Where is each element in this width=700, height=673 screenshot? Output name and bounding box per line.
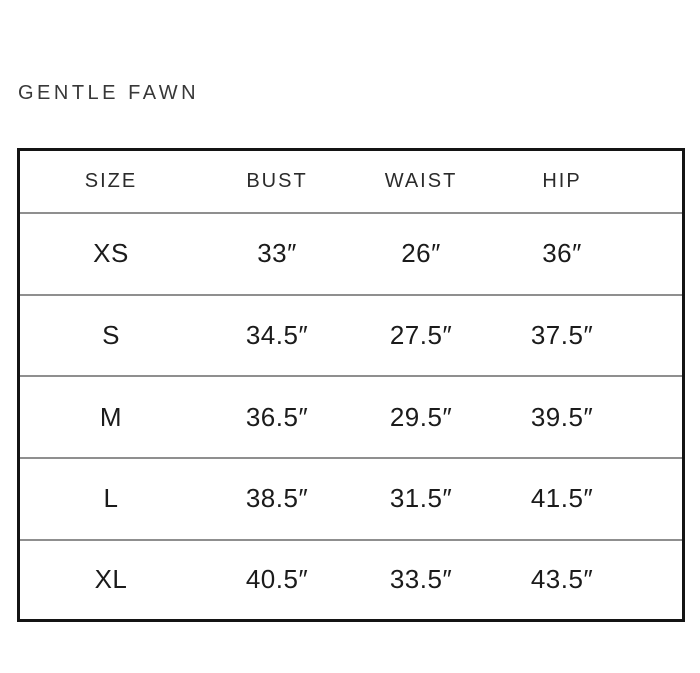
bust-value: 38.5″: [202, 458, 352, 541]
column-header-waist: WAIST: [352, 151, 490, 214]
bust-value: 36.5″: [202, 376, 352, 460]
waist-value: 31.5″: [352, 458, 490, 541]
waist-value: 26″: [352, 213, 490, 296]
size-value: S: [20, 294, 202, 378]
table-row-xs: XS 33″ 26″ 36″: [20, 213, 682, 296]
size-chart-table: SIZE BUST WAIST HIP XS 33″ 26″ 36″ S 34.…: [20, 151, 682, 619]
hip-value: 43.5″: [530, 564, 594, 595]
table-row-xl: XL 40.5″ 33.5″ 43.5″: [20, 540, 682, 619]
size-value: M: [20, 376, 202, 460]
size-value: L: [20, 458, 202, 541]
waist-value: 27.5″: [352, 294, 490, 378]
hip-value: 37.5″: [490, 294, 682, 378]
column-header-size: SIZE: [20, 151, 202, 214]
hip-value: 41.5″: [490, 458, 682, 541]
header-row: SIZE BUST WAIST HIP: [20, 151, 682, 214]
table-row-m: M 36.5″ 29.5″ 39.5″: [20, 376, 682, 460]
brand-title: GENTLE FAWN: [18, 82, 200, 104]
hip-value: 39.5″: [490, 376, 682, 460]
table-row-s: S 34.5″ 27.5″ 37.5″: [20, 294, 682, 378]
bust-value: 40.5″: [245, 564, 309, 595]
bust-value: 34.5″: [202, 294, 352, 378]
size-value: XS: [20, 213, 202, 296]
bust-value: 33″: [202, 213, 352, 296]
size-chart-frame: SIZE BUST WAIST HIP XS 33″ 26″ 36″ S 34.…: [17, 148, 685, 622]
waist-value: 29.5″: [352, 376, 490, 460]
size-value: XL: [94, 564, 128, 595]
hip-value: 36″: [490, 213, 682, 296]
column-header-hip: HIP: [490, 151, 682, 214]
waist-value: 33.5″: [389, 564, 453, 595]
table-row-l: L 38.5″ 31.5″ 41.5″: [20, 458, 682, 541]
column-header-bust: BUST: [202, 151, 352, 214]
